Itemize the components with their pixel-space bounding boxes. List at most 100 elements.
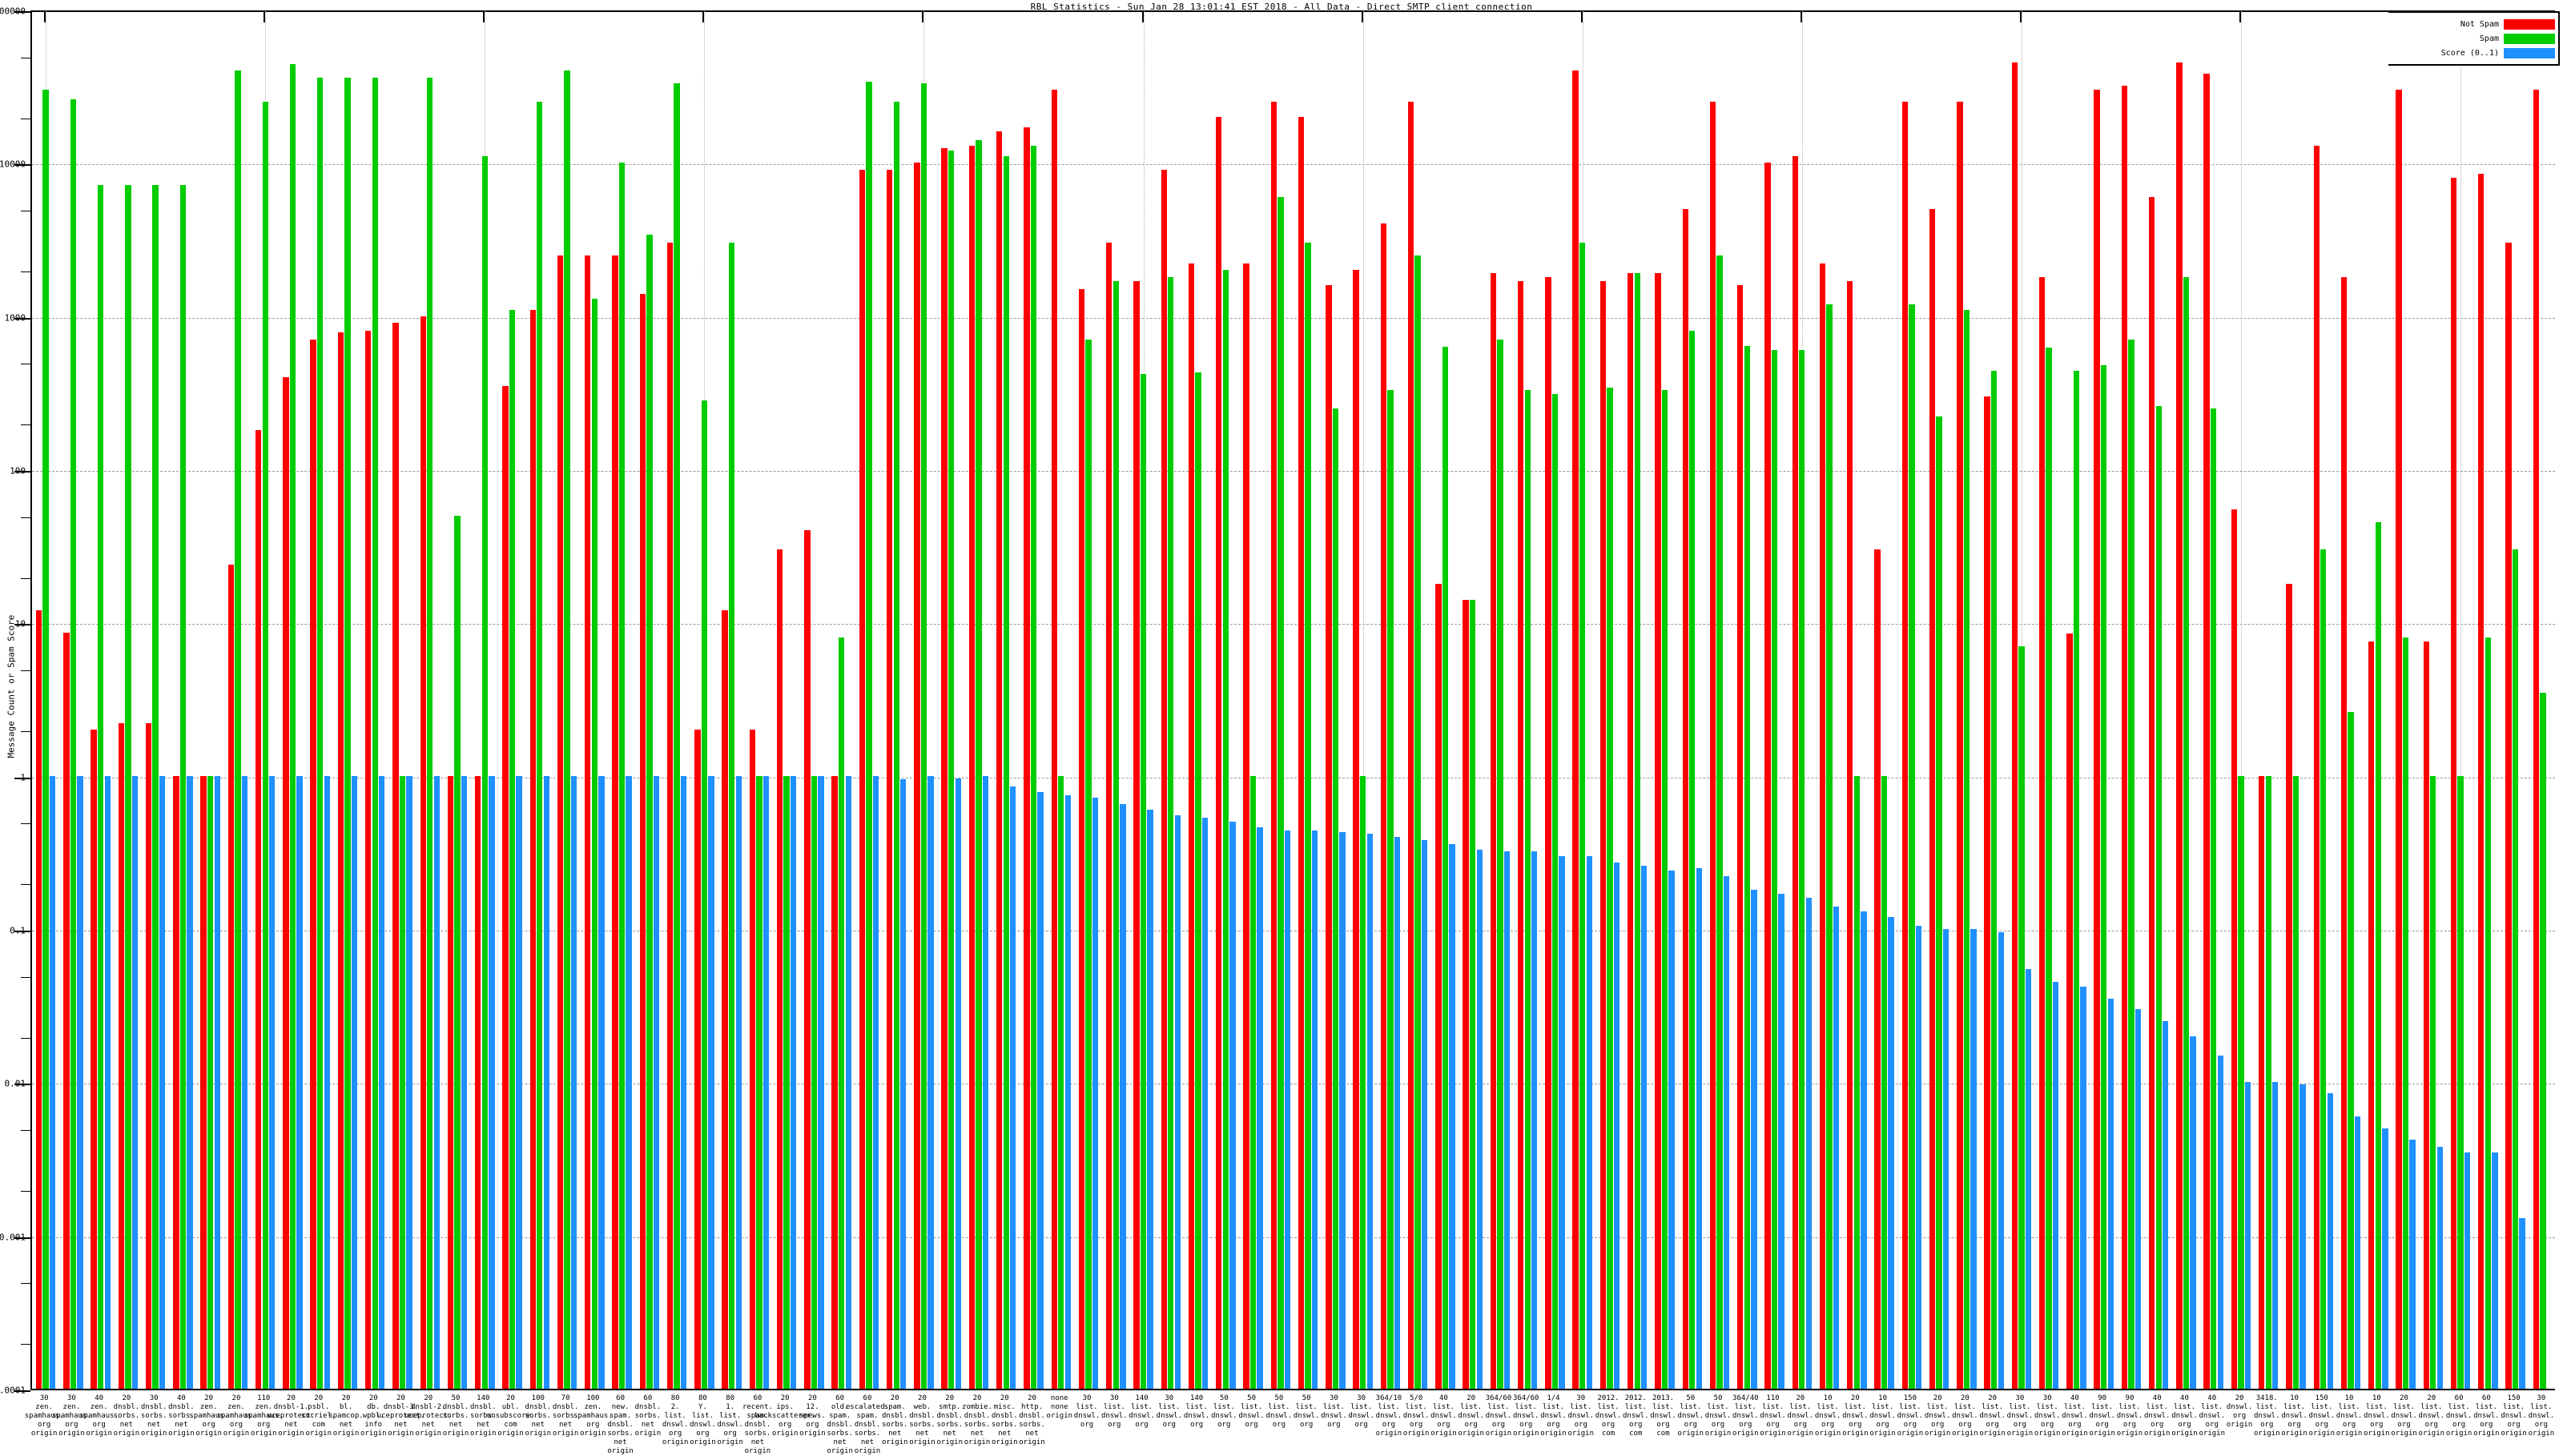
x-axis-label: 5/0 list. dnswl. org origin: [1402, 1394, 1430, 1438]
bar-score: [187, 775, 193, 1389]
legend-swatch-spam: [2504, 33, 2555, 44]
x-axis-label: 60 list. dnswl. org origin: [2473, 1394, 2500, 1438]
bar-spam: [1414, 255, 1421, 1389]
bar-group: [2259, 11, 2279, 1389]
bar-spam: [2211, 408, 2217, 1389]
bar-group: [529, 11, 550, 1389]
x-axis-label: 40 dnsbl. sorbs. net origin: [168, 1394, 195, 1438]
bar-group: [557, 11, 577, 1389]
bar-not-spam: [1463, 600, 1469, 1389]
y-axis-minor-tick: [21, 976, 30, 978]
x-axis-label: 110 zen. spamhaus. org origin: [243, 1394, 284, 1438]
bar-score: [2299, 1084, 2306, 1389]
legend-swatch-score: [2504, 47, 2555, 58]
bar-not-spam: [1628, 273, 1634, 1389]
x-axis-label: 90 list. dnswl. org origin: [2089, 1394, 2115, 1438]
bar-not-spam: [1517, 280, 1524, 1389]
bar-group: [1216, 11, 1236, 1389]
bar-score: [269, 775, 276, 1389]
bar-score: [1503, 851, 1511, 1389]
bar-spam: [756, 775, 762, 1389]
x-axis-label: 10 list. dnswl. org origin: [1869, 1394, 1896, 1438]
bar-spam: [537, 102, 543, 1389]
bar-spam: [1359, 775, 1366, 1389]
bar-score: [2327, 1092, 2334, 1389]
bar-score: [1559, 855, 1565, 1389]
bar-spam: [399, 775, 406, 1389]
bar-group: [1709, 11, 1730, 1389]
x-axis-label: 20 dnsbl. sorbs. net origin: [113, 1394, 140, 1438]
gridline-major: [32, 164, 2555, 166]
x-axis-label: 20 dnsbl-2. uceprotect. net origin: [404, 1394, 453, 1438]
x-axis-label: 40 list. dnswl. org origin: [2062, 1394, 2088, 1438]
bar-group: [2396, 11, 2416, 1389]
bar-spam: [1744, 345, 1750, 1389]
bar-group: [1545, 11, 1565, 1389]
y-axis-minor-tick: [21, 823, 30, 825]
chart-legend: Not Spam Spam Score (0..1): [2388, 11, 2560, 66]
x-axis-tick: [1361, 11, 1363, 22]
bar-spam: [1579, 243, 1586, 1389]
plot-top-border: [30, 10, 2555, 12]
bar-not-spam: [557, 255, 564, 1389]
bar-not-spam: [2231, 509, 2238, 1389]
bar-not-spam: [1929, 208, 1936, 1389]
bar-group: [859, 11, 879, 1389]
bar-score: [2436, 1146, 2444, 1389]
bar-group: [145, 11, 166, 1389]
bar-spam: [1140, 373, 1147, 1389]
bar-not-spam: [776, 549, 783, 1389]
bar-score: [461, 775, 468, 1389]
bar-not-spam: [173, 775, 179, 1389]
x-axis-label: 1/4 list. dnswl. org origin: [1540, 1394, 1567, 1438]
x-axis-label: 30 zen. spamhaus. org origin: [24, 1394, 64, 1438]
bar-spam: [2073, 370, 2080, 1389]
bar-spam: [1799, 350, 1805, 1389]
bar-spam: [866, 81, 872, 1389]
y-axis-tick: [14, 1084, 30, 1086]
bar-not-spam: [2478, 173, 2485, 1389]
bar-score: [1010, 786, 1016, 1389]
bar-group: [914, 11, 934, 1389]
bar-group: [1957, 11, 1977, 1389]
bar-spam: [2375, 522, 2381, 1389]
x-axis-label: 10 list. dnswl. org origin: [2336, 1394, 2363, 1438]
x-axis-label: 30 list. dnswl. org origin: [2528, 1394, 2555, 1438]
bar-group: [722, 11, 742, 1389]
x-axis-label: 364/10 list. dnswl. org origin: [1375, 1394, 1402, 1438]
y-axis-label: 10000: [0, 159, 26, 170]
legend-label-score: Score (0..1): [2440, 48, 2499, 58]
x-axis-label: 150 list. dnswl. org origin: [2308, 1394, 2336, 1438]
x-axis-tick: [1580, 11, 1583, 22]
bar-not-spam: [1106, 243, 1113, 1389]
bar-spam: [674, 83, 680, 1389]
bar-group: [1463, 11, 1483, 1389]
x-axis-label: 50 dnsbl. sorbs. net origin: [442, 1394, 469, 1438]
y-axis-title: Message Count or Spam Score: [6, 614, 17, 758]
bar-not-spam: [91, 730, 97, 1389]
bar-spam: [42, 90, 49, 1389]
bar-group: [1051, 11, 1072, 1389]
bar-group: [1792, 11, 1813, 1389]
x-axis-label: 40 list. dnswl. org origin: [1430, 1394, 1457, 1438]
bar-spam: [728, 243, 735, 1389]
bar-score: [214, 775, 220, 1389]
x-axis-label: 30 zen. spamhaus. org origin: [52, 1394, 91, 1438]
bar-spam: [2402, 637, 2409, 1389]
bar-score: [1888, 916, 1894, 1389]
bar-group: [173, 11, 193, 1389]
x-axis-label: 30 list. dnswl. org origin: [2006, 1394, 2034, 1438]
x-axis-label: 20 db. wpbl. info origin: [360, 1394, 387, 1438]
bar-group: [447, 11, 468, 1389]
bar-score: [1037, 792, 1044, 1389]
bar-not-spam: [1161, 170, 1167, 1389]
x-axis-label: 90 list. dnswl. org origin: [2116, 1394, 2143, 1438]
bar-score: [1833, 907, 1840, 1389]
bar-not-spam: [1901, 102, 1908, 1389]
plot-area: [30, 11, 2555, 1390]
legend-label-not-spam: Not Spam: [2460, 19, 2499, 29]
bar-spam: [70, 99, 77, 1389]
x-axis-label: 50 list. dnswl. org origin: [1677, 1394, 1704, 1438]
legend-item-not-spam: Not Spam: [2393, 18, 2555, 30]
x-axis-tick: [1141, 11, 1144, 22]
